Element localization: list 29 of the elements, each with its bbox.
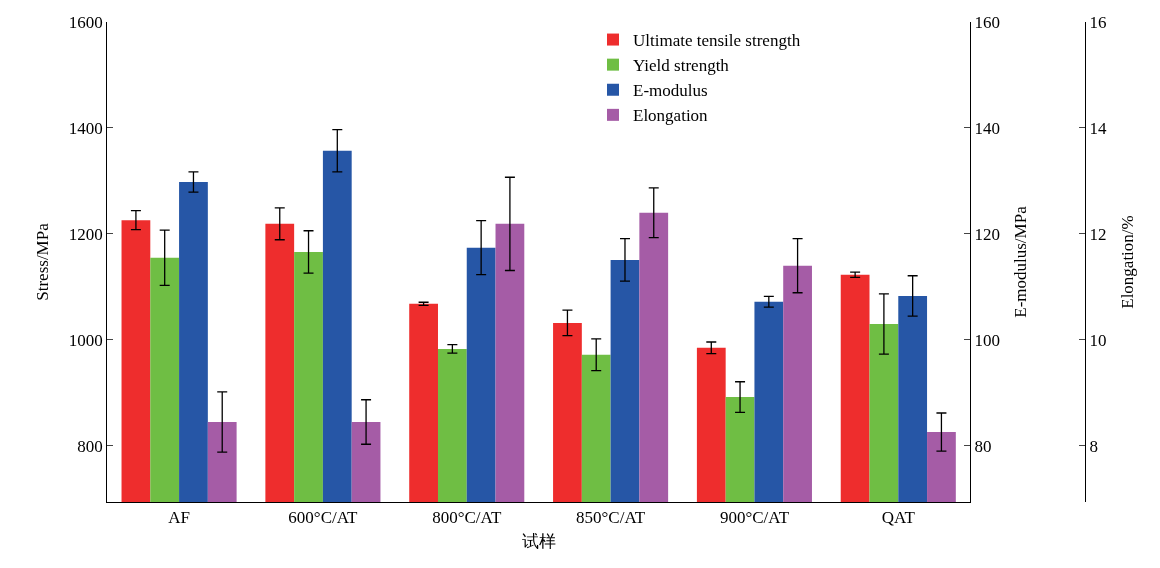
- y-tick-label: 1400: [68, 118, 103, 138]
- y-tick-label: 1200: [68, 224, 103, 244]
- y3-tick-label: 16: [1089, 12, 1107, 32]
- y-tick-label: 1000: [68, 330, 103, 350]
- y3-tick-label: 8: [1089, 436, 1098, 456]
- y-tick-label: 800: [77, 436, 103, 456]
- y2-tick-label: 100: [974, 330, 1001, 350]
- y-tick-label: 1600: [68, 12, 103, 32]
- y2-tick-label: 120: [974, 224, 1001, 244]
- legend-label: E-modulus: [633, 81, 708, 101]
- x-tick-label: 800°C/AT: [432, 508, 502, 528]
- y3-tick-label: 10: [1089, 330, 1107, 350]
- x-tick-label: 600°C/AT: [288, 508, 359, 528]
- y3-axis-title: Elongation/%: [1118, 215, 1138, 309]
- x-tick-label: AF: [168, 508, 190, 528]
- y-axis-title: Stress/MPa: [33, 222, 53, 301]
- x-tick-label: 900°C/AT: [719, 508, 790, 528]
- legend-label: Ultimate tensile strength: [633, 31, 801, 51]
- x-tick-label: QAT: [881, 508, 916, 528]
- legend-label: Elongation: [633, 106, 709, 126]
- y3-tick-label: 12: [1089, 224, 1107, 244]
- y3-tick-label: 14: [1089, 118, 1107, 138]
- y2-tick-label: 140: [974, 118, 1001, 138]
- legend-label: Yield strength: [633, 56, 730, 76]
- y2-axis-title: E-modulus/MPa: [1011, 205, 1031, 318]
- y2-tick-label: 160: [974, 12, 1001, 32]
- y2-tick-label: 80: [974, 436, 992, 456]
- x-tick-label: 850°C/AT: [576, 508, 646, 528]
- x-axis-title: 试样: [521, 531, 556, 551]
